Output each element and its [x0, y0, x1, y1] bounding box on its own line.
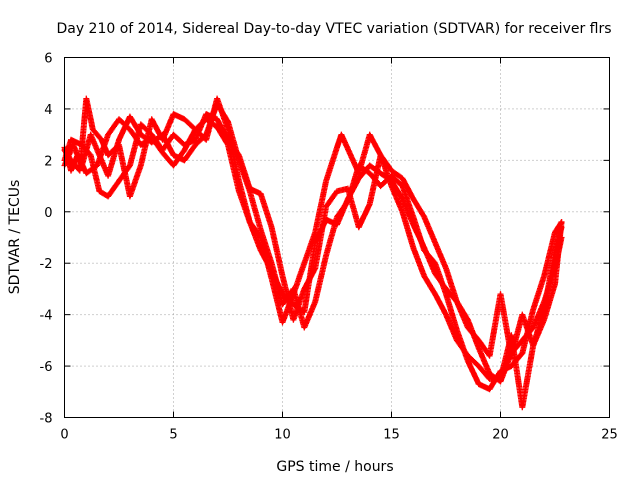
plot-frame [64, 57, 610, 418]
y-axis-label: SDTVAR / TECUs [7, 180, 23, 295]
data-series [61, 95, 565, 411]
y-tick-label: 6 [44, 52, 52, 67]
x-tick-label: 20 [492, 428, 509, 443]
y-tick-label: 0 [44, 206, 52, 221]
x-tick-label: 0 [60, 428, 68, 443]
chart-title: Day 210 of 2014, Sidereal Day-to-day VTE… [56, 21, 611, 37]
y-tick-label: -8 [40, 412, 53, 427]
x-tick-label: 15 [383, 428, 400, 443]
y-tick-label: 2 [44, 154, 52, 169]
x-tick-label: 5 [169, 428, 177, 443]
x-tick-label: 10 [274, 428, 291, 443]
y-tick-label: -2 [40, 257, 53, 272]
y-tick-label: 4 [44, 103, 52, 118]
x-axis-label: GPS time / hours [276, 459, 393, 475]
y-tick-label: -6 [40, 360, 53, 375]
axis-ticks: 0 5 10 15 20 25 -8 -6 -4 -2 0 2 4 6 [40, 52, 618, 443]
y-tick-label: -4 [40, 309, 53, 324]
x-tick-label: 25 [601, 428, 618, 443]
